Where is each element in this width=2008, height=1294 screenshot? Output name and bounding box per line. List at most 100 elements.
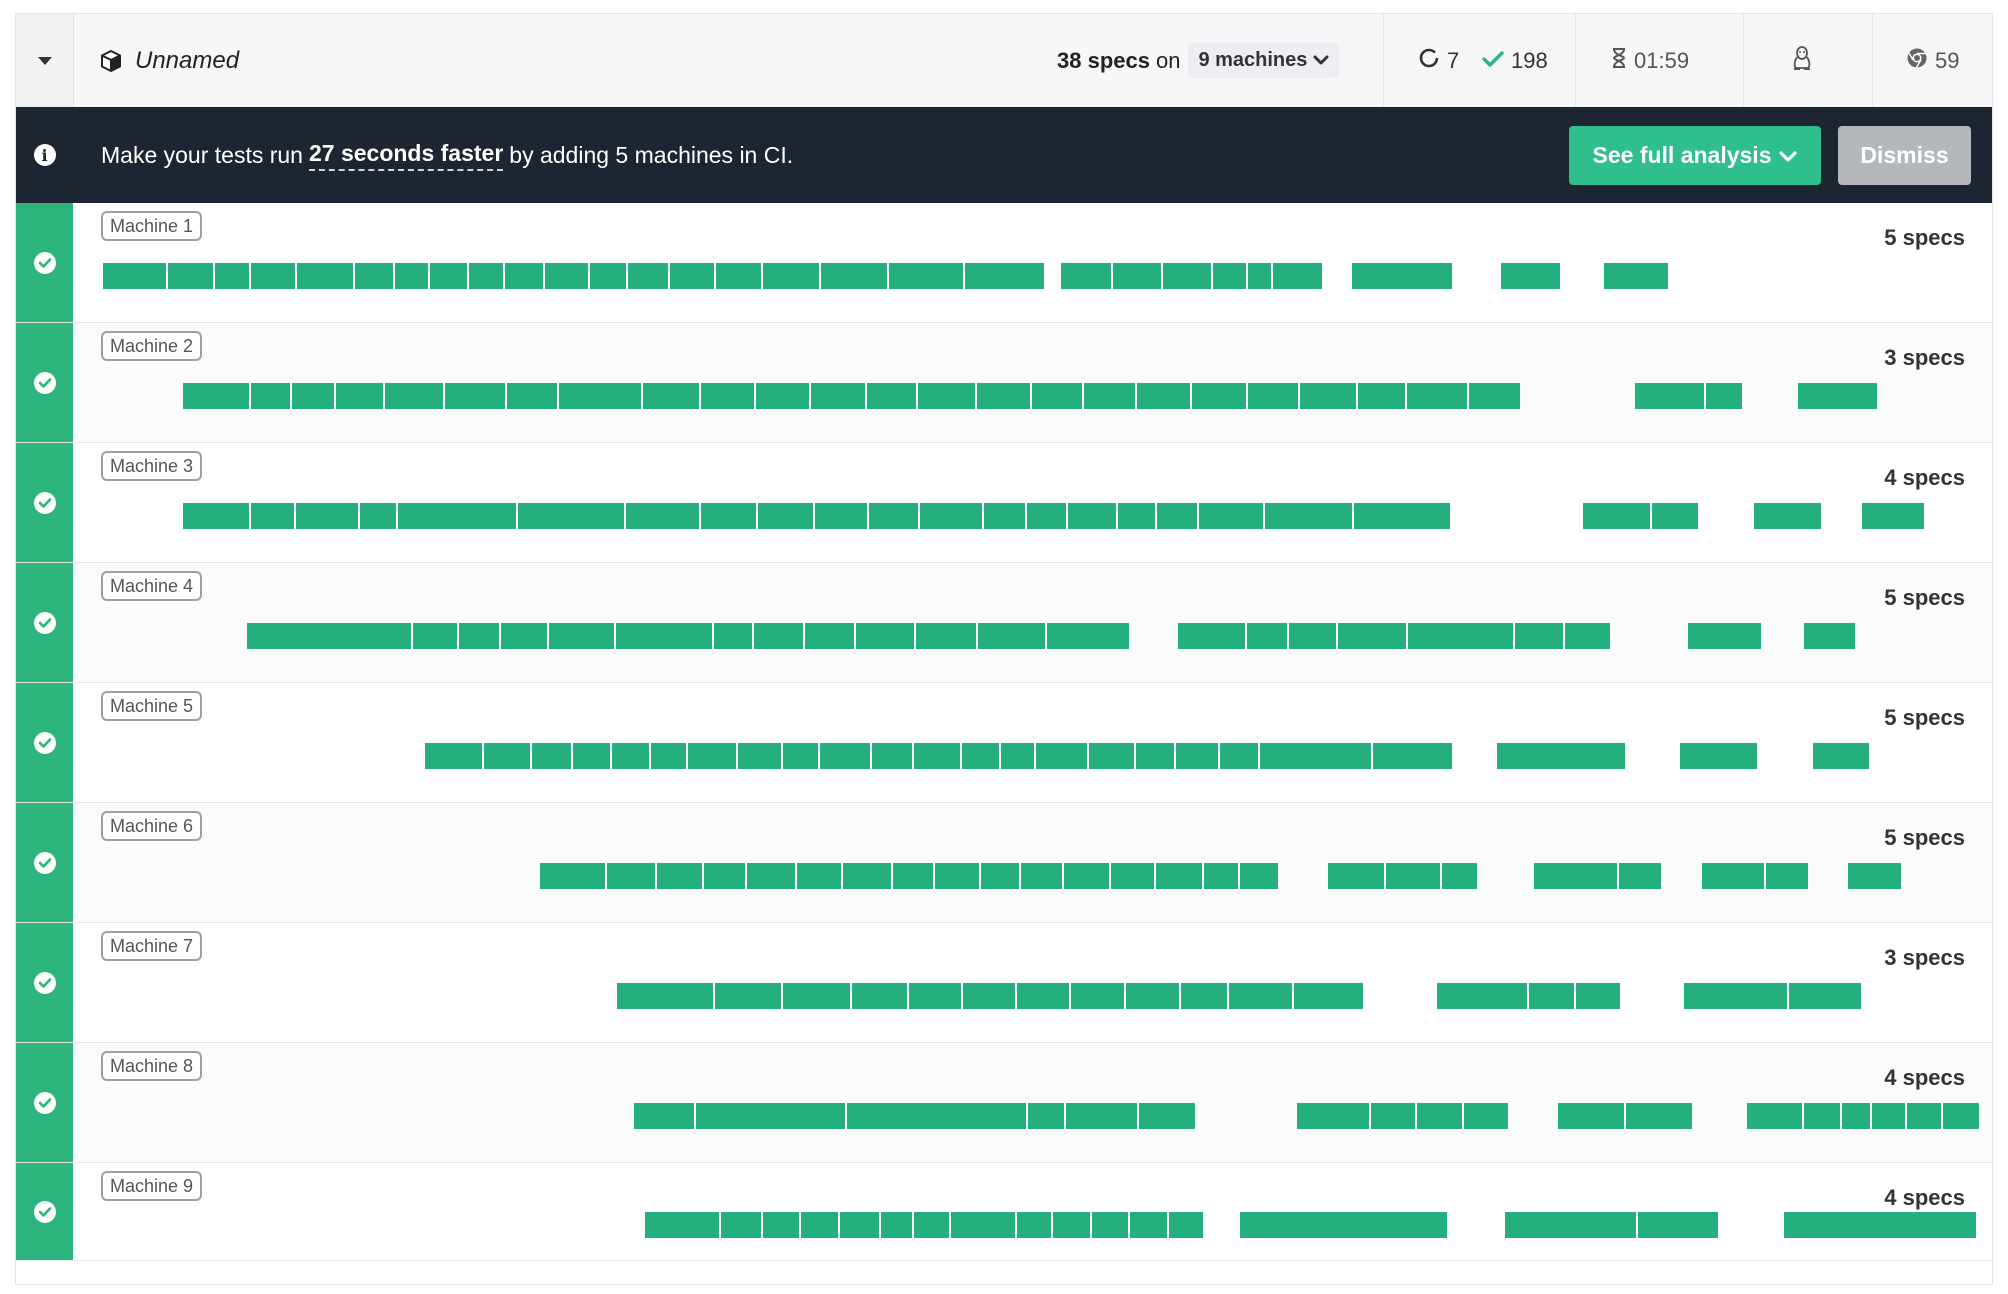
spec-segment[interactable] xyxy=(1017,983,1071,1009)
spec-segment[interactable] xyxy=(1784,1212,1978,1238)
spec-segment[interactable] xyxy=(251,383,292,409)
spec-segment[interactable] xyxy=(797,863,843,889)
spec-segment[interactable] xyxy=(783,983,852,1009)
spec-segment[interactable] xyxy=(670,263,716,289)
machine-row[interactable]: Machine 1 5 specs xyxy=(16,203,1992,323)
spec-segment[interactable] xyxy=(815,503,869,529)
spec-segment[interactable] xyxy=(103,263,168,289)
spec-segment[interactable] xyxy=(1156,863,1204,889)
spec-segment[interactable] xyxy=(1204,863,1240,889)
spec-segment[interactable] xyxy=(1652,503,1700,529)
spec-segment[interactable] xyxy=(1126,983,1181,1009)
spec-segment[interactable] xyxy=(505,263,545,289)
spec-segment[interactable] xyxy=(1862,503,1926,529)
spec-segment[interactable] xyxy=(1680,743,1759,769)
spec-segment[interactable] xyxy=(1181,983,1229,1009)
banner-highlight[interactable]: 27 seconds faster xyxy=(308,140,504,171)
spec-segment[interactable] xyxy=(1176,743,1220,769)
spec-segment[interactable] xyxy=(1766,863,1810,889)
spec-segment[interactable] xyxy=(385,383,445,409)
spec-segment[interactable] xyxy=(1028,1103,1066,1129)
spec-segment[interactable] xyxy=(1638,1212,1720,1238)
spec-segment[interactable] xyxy=(628,263,670,289)
spec-segment[interactable] xyxy=(704,863,747,889)
spec-segment[interactable] xyxy=(881,1212,914,1238)
spec-segment[interactable] xyxy=(805,623,856,649)
spec-segment[interactable] xyxy=(1300,383,1358,409)
machine-row[interactable]: Machine 4 5 specs xyxy=(16,563,1992,683)
spec-segment[interactable] xyxy=(1240,1212,1449,1238)
spec-segment[interactable] xyxy=(251,263,297,289)
spec-segment[interactable] xyxy=(1583,503,1652,529)
spec-segment[interactable] xyxy=(1053,1212,1092,1238)
spec-segment[interactable] xyxy=(1576,983,1622,1009)
spec-segment[interactable] xyxy=(1199,503,1265,529)
spec-segment[interactable] xyxy=(1371,1103,1417,1129)
machine-row[interactable]: Machine 8 4 specs xyxy=(16,1043,1992,1163)
spec-segment[interactable] xyxy=(984,503,1027,529)
spec-segment[interactable] xyxy=(843,863,893,889)
spec-segment[interactable] xyxy=(1529,983,1576,1009)
spec-segment[interactable] xyxy=(507,383,559,409)
spec-segment[interactable] xyxy=(1373,743,1454,769)
spec-segment[interactable] xyxy=(1604,263,1670,289)
spec-segment[interactable] xyxy=(1408,623,1515,649)
spec-segment[interactable] xyxy=(634,1103,696,1129)
machine-row[interactable]: Machine 6 5 specs xyxy=(16,803,1992,923)
spec-segment[interactable] xyxy=(1178,623,1247,649)
spec-segment[interactable] xyxy=(978,623,1047,649)
spec-segment[interactable] xyxy=(540,863,607,889)
spec-segment[interactable] xyxy=(645,1212,721,1238)
spec-segment[interactable] xyxy=(1619,863,1663,889)
spec-segment[interactable] xyxy=(1137,383,1192,409)
spec-segment[interactable] xyxy=(215,263,251,289)
spec-segment[interactable] xyxy=(1702,863,1766,889)
spec-segment[interactable] xyxy=(425,743,484,769)
spec-segment[interactable] xyxy=(459,623,501,649)
spec-segment[interactable] xyxy=(1017,1212,1053,1238)
spec-segment[interactable] xyxy=(738,743,783,769)
spec-segment[interactable] xyxy=(1386,863,1442,889)
spec-segment[interactable] xyxy=(1130,1212,1169,1238)
spec-segment[interactable] xyxy=(1442,863,1479,889)
spec-segment[interactable] xyxy=(721,1212,763,1238)
spec-segment[interactable] xyxy=(1464,1103,1510,1129)
spec-segment[interactable] xyxy=(430,263,469,289)
spec-segment[interactable] xyxy=(469,263,505,289)
spec-segment[interactable] xyxy=(413,623,459,649)
spec-segment[interactable] xyxy=(1247,623,1289,649)
spec-segment[interactable] xyxy=(783,743,820,769)
spec-segment[interactable] xyxy=(1066,1103,1139,1129)
spec-segment[interactable] xyxy=(1848,863,1903,889)
spec-segment[interactable] xyxy=(1240,863,1280,889)
spec-segment[interactable] xyxy=(1111,863,1156,889)
spec-segment[interactable] xyxy=(920,503,984,529)
spec-segment[interactable] xyxy=(501,623,549,649)
spec-segment[interactable] xyxy=(617,983,715,1009)
spec-segment[interactable] xyxy=(616,623,714,649)
spec-segment[interactable] xyxy=(1248,263,1273,289)
spec-segment[interactable] xyxy=(914,1212,951,1238)
spec-segment[interactable] xyxy=(395,263,430,289)
spec-segment[interactable] xyxy=(714,623,754,649)
spec-segment[interactable] xyxy=(701,383,756,409)
spec-segment[interactable] xyxy=(612,743,651,769)
spec-segment[interactable] xyxy=(657,863,704,889)
spec-segment[interactable] xyxy=(688,743,738,769)
spec-segment[interactable] xyxy=(1804,1103,1842,1129)
spec-segment[interactable] xyxy=(398,503,518,529)
collapse-toggle[interactable] xyxy=(16,14,74,107)
spec-segment[interactable] xyxy=(715,983,783,1009)
spec-segment[interactable] xyxy=(607,863,657,889)
spec-segment[interactable] xyxy=(626,503,701,529)
spec-segment[interactable] xyxy=(355,263,395,289)
spec-segment[interactable] xyxy=(1497,743,1627,769)
spec-segment[interactable] xyxy=(1417,1103,1464,1129)
spec-segment[interactable] xyxy=(1338,623,1408,649)
spec-segment[interactable] xyxy=(1027,503,1068,529)
spec-segment[interactable] xyxy=(1558,1103,1626,1129)
spec-segment[interactable] xyxy=(1276,743,1373,769)
spec-segment[interactable] xyxy=(951,1212,1017,1238)
spec-segment[interactable] xyxy=(484,743,532,769)
spec-segment[interactable] xyxy=(963,983,1017,1009)
